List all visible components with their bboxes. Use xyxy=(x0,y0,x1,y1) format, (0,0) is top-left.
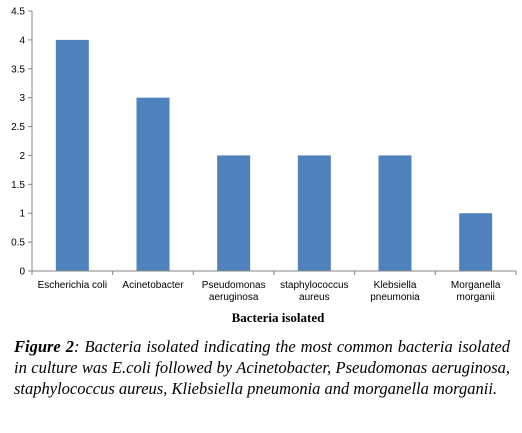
bar xyxy=(459,213,493,271)
bars xyxy=(55,39,493,272)
bar xyxy=(378,155,412,271)
y-axis-ticks: 0 0.5 1 1.5 2 2.5 3 3.5 4 4.5 xyxy=(11,7,32,278)
x-category-label-line: aureus xyxy=(299,292,330,303)
figure-label: Figure 2 xyxy=(14,337,75,356)
x-category-label: Pseudomonas aeruginosa xyxy=(202,280,266,303)
x-category-label-line: staphylococcus xyxy=(280,280,348,291)
x-axis-title: Bacteria isolated xyxy=(232,310,326,325)
x-category-label-line: Pseudomonas xyxy=(202,280,266,291)
figure-caption: Figure 2: Bacteria isolated indicating t… xyxy=(14,336,510,399)
y-tick-label: 4 xyxy=(19,35,25,46)
y-tick-label: 1.5 xyxy=(11,180,25,191)
y-tick-label: 2 xyxy=(19,151,25,162)
x-category-label: staphylococcus aureus xyxy=(280,280,348,303)
x-category-label-line: Klebsiella xyxy=(374,280,417,291)
y-tick-label: 3.5 xyxy=(11,64,25,75)
x-category-label-line: pneumonia xyxy=(370,292,420,303)
bar xyxy=(217,155,251,271)
bar-chart: 0 0.5 1 1.5 2 2.5 3 3.5 4 4.5 Escherichia coli Aci… xyxy=(11,7,517,325)
bar xyxy=(136,97,170,272)
x-category-label: Morganella morganii xyxy=(451,280,501,303)
y-tick-label: 3 xyxy=(19,93,25,104)
x-category-label: Escherichia coli xyxy=(38,280,107,291)
bar xyxy=(55,39,89,272)
x-category-label: Klebsiella pneumonia xyxy=(370,280,420,303)
x-category-label: Acinetobacter xyxy=(122,280,184,291)
bar xyxy=(297,155,331,271)
y-tick-label: 0 xyxy=(19,267,25,278)
y-tick-label: 0.5 xyxy=(11,238,25,249)
x-axis-category-labels: Escherichia coli Acinetobacter Pseudomonas… xyxy=(38,280,501,303)
x-category-label-line: Escherichia coli xyxy=(38,280,107,291)
y-tick-label: 4.5 xyxy=(11,7,25,18)
figure-caption-text: : Bacteria isolated indicating the most … xyxy=(14,337,511,398)
x-category-label-line: Acinetobacter xyxy=(122,280,184,291)
x-category-label-line: Morganella xyxy=(451,280,501,291)
x-category-label-line: aeruginosa xyxy=(209,292,259,303)
y-tick-label: 1 xyxy=(19,209,25,220)
x-axis-ticks xyxy=(31,271,517,275)
x-category-label-line: morganii xyxy=(456,292,494,303)
y-tick-label: 2.5 xyxy=(11,122,25,133)
